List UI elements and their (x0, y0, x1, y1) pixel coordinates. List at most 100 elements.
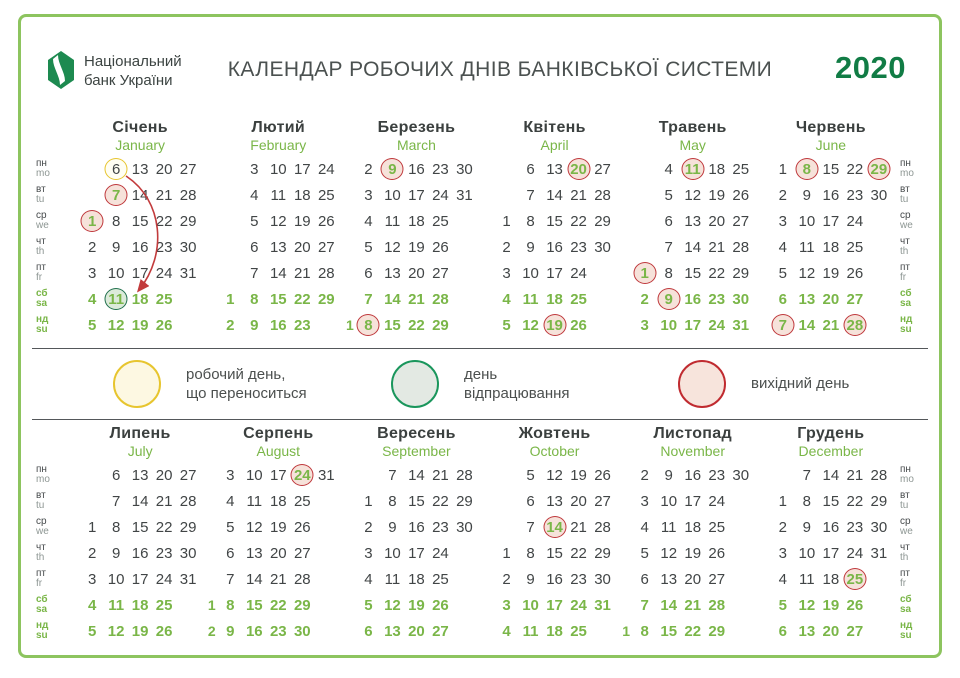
day-number: 4 (364, 212, 373, 230)
day-cell: 24 (152, 566, 176, 592)
day-number: 1 (226, 290, 235, 308)
day-cell: 31 (591, 592, 615, 618)
day-cell: 11 (681, 156, 705, 182)
day-cell: 11 (519, 286, 543, 312)
day-cell: 1 (620, 618, 633, 644)
day-number: 2 (207, 623, 216, 639)
month-name-ua: Травень (658, 119, 727, 136)
day-cell: 12 (681, 182, 705, 208)
month-name-en: July (127, 443, 153, 459)
day-number: 20 (408, 264, 425, 282)
day-number: 15 (822, 160, 840, 178)
day-number: 15 (384, 316, 401, 334)
day-number: 18 (293, 186, 311, 204)
day-cell (452, 618, 476, 644)
day-cell: 22 (705, 260, 729, 286)
day-number: 11 (384, 570, 401, 588)
day-cell (343, 182, 356, 208)
day-cell (205, 540, 218, 566)
legend-item-day-off: вихідний день (678, 360, 849, 408)
day-cell: 21 (290, 260, 314, 286)
day-number: 11 (384, 212, 401, 230)
day-number: 31 (732, 316, 750, 334)
day-cell: 21 (404, 286, 428, 312)
day-number: 8 (111, 212, 121, 230)
day-cell (176, 618, 200, 644)
day-cell: 22 (567, 540, 591, 566)
day-number: 3 (226, 466, 235, 484)
day-cell: 24 (567, 260, 591, 286)
day-cell: 22 (404, 312, 428, 338)
dow-row-sa: 3 10 17 24 31 (482, 592, 615, 618)
day-number: 19 (131, 316, 149, 334)
dow-label-en: fr (36, 578, 43, 589)
day-number: 4 (87, 596, 97, 614)
day-cell: 21 (705, 234, 729, 260)
day-cell: 21 (152, 182, 176, 208)
day-cell: 14 (128, 182, 152, 208)
day-number: 13 (798, 290, 816, 308)
dow-label-en: tu (36, 194, 45, 205)
day-off-circle (771, 314, 795, 336)
day-number: 30 (179, 544, 197, 562)
day-number: 20 (408, 622, 425, 640)
day-cell (205, 182, 218, 208)
dow-label-th: чт th (900, 540, 926, 566)
day-number: 20 (822, 622, 840, 640)
day-number: 20 (708, 212, 726, 230)
day-number: 24 (432, 544, 449, 562)
dow-label-en: we (36, 526, 49, 537)
day-off-circle (567, 158, 591, 180)
day-number: 14 (269, 264, 287, 282)
day-number: 4 (502, 622, 511, 640)
day-cell: 5 (356, 592, 380, 618)
day-cell: 17 (681, 312, 705, 338)
day-number: 27 (432, 264, 449, 282)
day-cell: 2 (218, 312, 242, 338)
dow-row-fr: 4 11 18 25 (343, 566, 476, 592)
day-cell: 14 (681, 234, 705, 260)
day-number: 14 (822, 466, 840, 484)
day-number: 13 (684, 212, 702, 230)
day-cell (495, 462, 519, 488)
day-cell: 31 (729, 312, 753, 338)
day-number: 26 (432, 238, 449, 256)
day-number: 27 (732, 212, 750, 230)
day-number: 22 (432, 492, 449, 510)
day-number: 23 (846, 186, 864, 204)
day-cell: 29 (705, 618, 729, 644)
day-cell (205, 312, 218, 338)
day-number: 10 (384, 186, 401, 204)
day-cell: 8 (657, 260, 681, 286)
day-cell (67, 540, 80, 566)
dow-row-sa: 5 12 19 26 (343, 592, 476, 618)
dow-label-en: tu (899, 194, 909, 205)
day-number: 27 (432, 622, 449, 640)
day-cell (758, 260, 771, 286)
day-cell: 7 (519, 514, 543, 540)
month-name-ua: Січень (112, 119, 168, 136)
day-cell: 24 (428, 540, 452, 566)
day-cell: 7 (356, 286, 380, 312)
day-cell: 26 (705, 540, 729, 566)
day-cell: 19 (819, 592, 843, 618)
dow-row-tu: 1 8 15 22 29 (758, 488, 891, 514)
day-cell: 27 (314, 234, 338, 260)
legend-circle-day-off (678, 360, 726, 408)
day-cell: 6 (771, 286, 795, 312)
day-cell (356, 462, 380, 488)
day-number: 18 (546, 622, 563, 640)
day-cell (205, 514, 218, 540)
dow-label-ua: вт (899, 489, 910, 501)
day-cell (482, 156, 495, 182)
month-name: Лютий February (205, 119, 338, 156)
dow-row-th: 5 12 19 26 (620, 540, 753, 566)
day-cell (314, 514, 338, 540)
day-cell: 22 (567, 208, 591, 234)
day-number: 3 (502, 596, 511, 614)
dow-label-tu: вт tu (900, 182, 926, 208)
day-number: 22 (408, 316, 425, 334)
dow-label-ua: пт (36, 567, 46, 579)
day-number: 30 (594, 570, 611, 588)
dow-row-th: 7 14 21 28 (620, 234, 753, 260)
